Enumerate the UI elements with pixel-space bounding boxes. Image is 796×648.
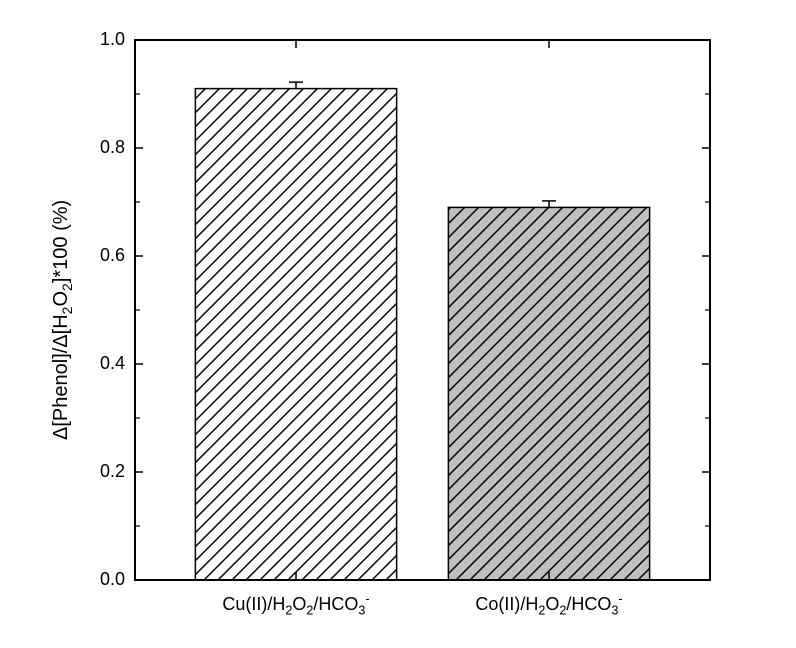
bar [448,207,649,580]
x-category-label: Co(II)/H2O2/HCO3- [429,592,669,618]
bar [195,89,396,580]
y-tick-label: 0.6 [85,245,125,266]
y-tick-label: 0.0 [85,569,125,590]
y-tick-label: 1.0 [85,29,125,50]
plot-svg [0,0,796,648]
y-tick-label: 0.4 [85,353,125,374]
y-tick-label: 0.2 [85,461,125,482]
bar-chart: 0.0 0.2 0.4 0.6 0.8 1.0 Cu(II)/H2O2/HCO3- Co(I… [0,0,796,648]
y-tick-label: 0.8 [85,137,125,158]
x-category-label: Cu(II)/H2O2/HCO3- [176,592,416,618]
y-axis-label: Δ[Phenol]/Δ[H2O2]*100 (%) [50,200,75,440]
